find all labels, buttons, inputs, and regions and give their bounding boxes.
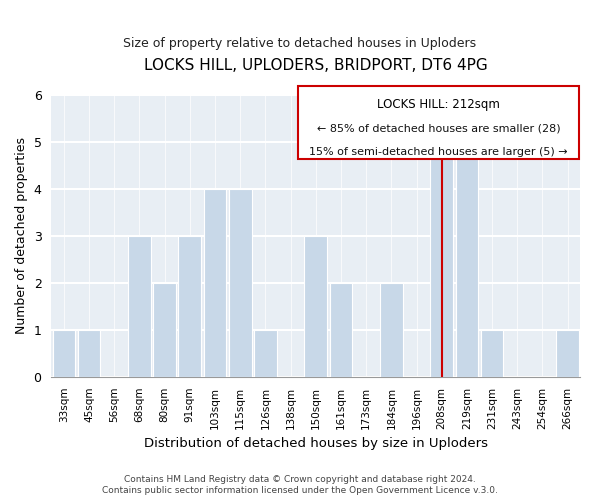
Bar <box>329 282 352 377</box>
Title: LOCKS HILL, UPLODERS, BRIDPORT, DT6 4PG: LOCKS HILL, UPLODERS, BRIDPORT, DT6 4PG <box>144 58 488 72</box>
Bar <box>53 330 75 377</box>
Text: 15% of semi-detached houses are larger (5) →: 15% of semi-detached houses are larger (… <box>309 147 568 157</box>
Bar <box>203 188 226 377</box>
Bar <box>298 86 579 160</box>
Bar <box>455 142 478 377</box>
Text: Size of property relative to detached houses in Uploders: Size of property relative to detached ho… <box>124 38 476 51</box>
Text: LOCKS HILL: 212sqm: LOCKS HILL: 212sqm <box>377 98 500 111</box>
X-axis label: Distribution of detached houses by size in Uploders: Distribution of detached houses by size … <box>144 437 488 450</box>
Y-axis label: Number of detached properties: Number of detached properties <box>15 137 28 334</box>
Bar <box>153 282 176 377</box>
Bar <box>78 330 100 377</box>
Bar <box>556 330 579 377</box>
Text: ← 85% of detached houses are smaller (28): ← 85% of detached houses are smaller (28… <box>317 124 560 134</box>
Bar <box>254 330 277 377</box>
Text: Contains HM Land Registry data © Crown copyright and database right 2024.: Contains HM Land Registry data © Crown c… <box>124 475 476 484</box>
Bar <box>380 282 403 377</box>
Bar <box>304 236 327 377</box>
Bar <box>430 142 453 377</box>
Bar <box>178 236 201 377</box>
Bar <box>128 236 151 377</box>
Bar <box>229 188 251 377</box>
Bar <box>481 330 503 377</box>
Text: Contains public sector information licensed under the Open Government Licence v.: Contains public sector information licen… <box>102 486 498 495</box>
